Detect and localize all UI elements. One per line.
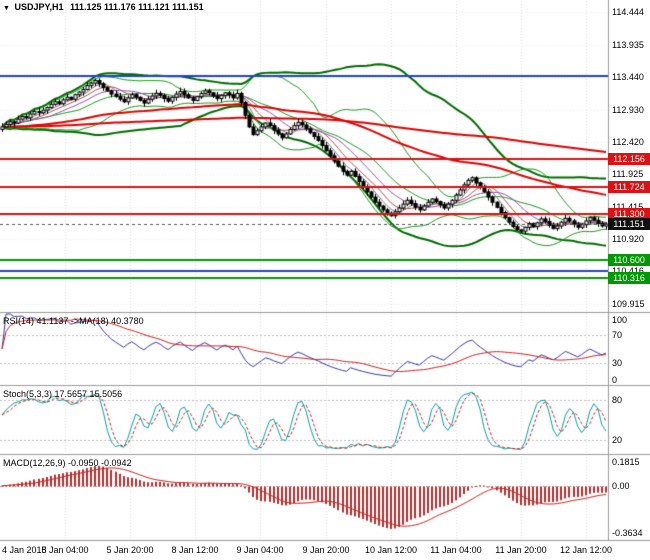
chart-canvas[interactable]	[0, 0, 650, 560]
trading-chart-window: ▼ USDJPY,H1 111.125 111.176 111.121 111.…	[0, 0, 650, 560]
